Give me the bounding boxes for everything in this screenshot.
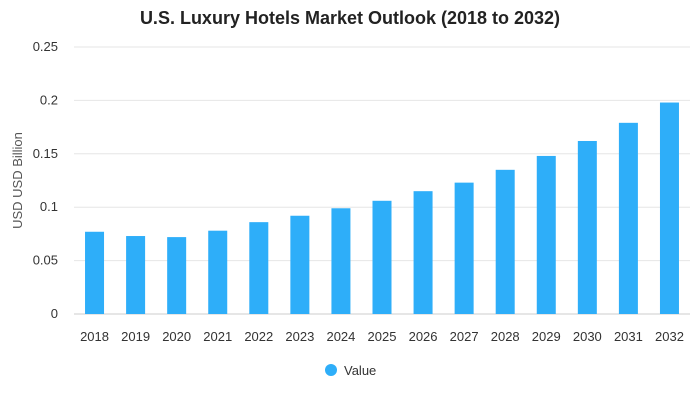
x-tick-label: 2027 (450, 329, 479, 344)
bar-2027[interactable] (454, 182, 474, 314)
x-tick-label: 2021 (203, 329, 232, 344)
legend[interactable]: Value (325, 363, 376, 378)
x-tick-label: 2028 (491, 329, 520, 344)
x-tick-label: 2025 (368, 329, 397, 344)
x-tick-label: 2022 (244, 329, 273, 344)
bar-2029[interactable] (536, 155, 556, 314)
x-tick-label: 2026 (409, 329, 438, 344)
bar-2018[interactable] (85, 231, 105, 314)
bar-2031[interactable] (618, 122, 638, 314)
bar-2021[interactable] (208, 230, 228, 314)
x-tick-label: 2019 (121, 329, 150, 344)
x-tick-label: 2029 (532, 329, 561, 344)
bar-2030[interactable] (577, 140, 597, 314)
x-tick-label: 2020 (162, 329, 191, 344)
bar-2026[interactable] (413, 191, 433, 314)
y-tick-label: 0.25 (33, 39, 58, 54)
bar-2032[interactable] (659, 102, 679, 314)
x-tick-label: 2030 (573, 329, 602, 344)
y-tick-label: 0.05 (33, 253, 58, 268)
y-tick-label: 0.1 (40, 199, 58, 214)
bar-2019[interactable] (126, 236, 146, 314)
bar-2024[interactable] (331, 208, 351, 314)
bars (85, 102, 679, 314)
x-tick-label: 2024 (326, 329, 355, 344)
y-axis-ticks: 0 0.05 0.1 0.15 0.2 0.25 (33, 39, 58, 321)
y-tick-label: 0 (51, 306, 58, 321)
bar-2025[interactable] (372, 200, 392, 314)
x-tick-label: 2018 (80, 329, 109, 344)
y-tick-label: 0.2 (40, 92, 58, 107)
bar-2020[interactable] (167, 237, 187, 314)
bar-2023[interactable] (290, 215, 310, 314)
bar-2028[interactable] (495, 169, 515, 314)
x-axis-ticks: 2018 2019 2020 2021 2022 2023 2024 2025 2026 2027… (80, 329, 684, 344)
y-axis-label: USD USD Billion (10, 132, 25, 229)
x-tick-label: 2032 (655, 329, 684, 344)
legend-label-value: Value (344, 363, 376, 378)
legend-swatch-value (325, 364, 337, 376)
x-tick-label: 2031 (614, 329, 643, 344)
x-tick-label: 2023 (285, 329, 314, 344)
bar-2022[interactable] (249, 222, 269, 314)
y-tick-label: 0.15 (33, 146, 58, 161)
chart-title: U.S. Luxury Hotels Market Outlook (2018 … (140, 8, 560, 28)
